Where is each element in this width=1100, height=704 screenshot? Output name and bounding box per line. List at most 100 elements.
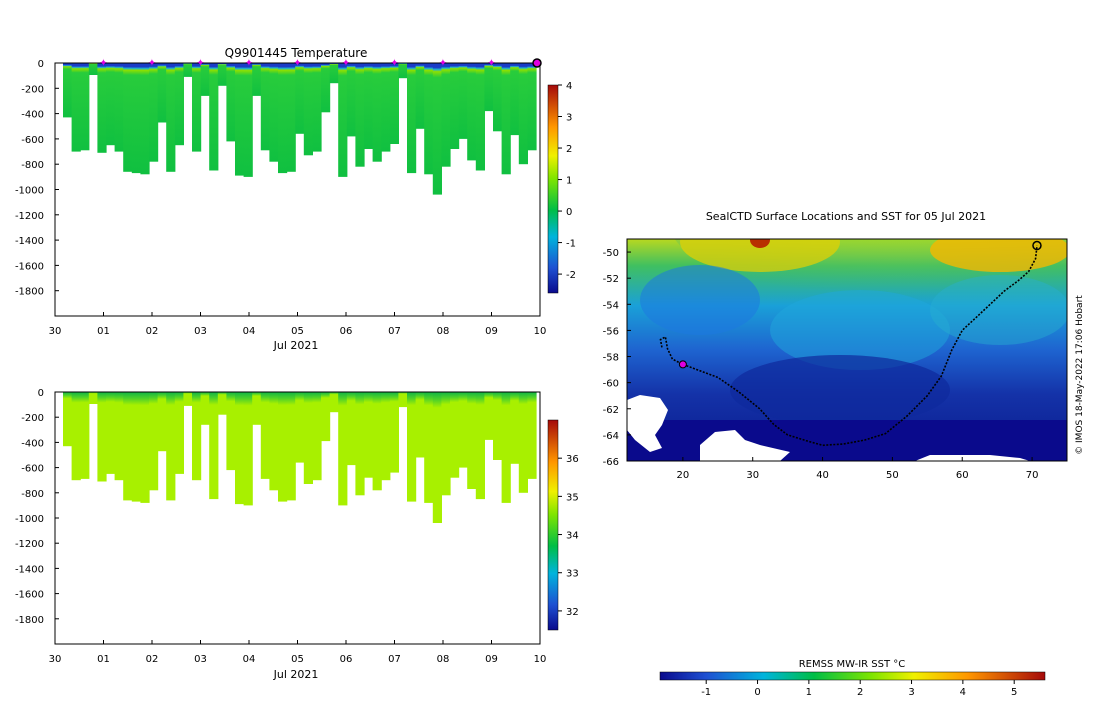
seal-track-line	[659, 245, 1038, 447]
sst-colorbar-tick-label: 5	[1011, 687, 1017, 698]
profile-column	[131, 63, 141, 174]
profile-column	[527, 392, 537, 479]
y-tick-label: 0	[38, 59, 44, 70]
start-position-marker	[678, 360, 687, 369]
profile-column	[415, 63, 425, 129]
y-tick-label: 0	[38, 388, 44, 399]
profile-column	[114, 392, 124, 481]
y-tick-label: -1400	[15, 564, 44, 575]
x-tick-label: 03	[194, 326, 207, 337]
current-position-marker	[532, 58, 542, 68]
profile-column	[312, 392, 322, 481]
x-tick-label: 08	[437, 326, 450, 337]
profile-column	[389, 63, 399, 144]
profile-column	[381, 392, 391, 481]
colorbar-tick-label: 35	[566, 492, 579, 503]
sst-colorbar-tick-label: 4	[960, 687, 966, 698]
x-tick-label: 07	[388, 326, 401, 337]
profile-column	[321, 63, 331, 113]
profile-column	[80, 63, 90, 151]
sst-colorbar-tick-label: 3	[908, 687, 914, 698]
temperature-chart-title: Q9901445 Temperature	[225, 46, 368, 60]
profile-column	[226, 392, 236, 471]
map-x-tick-label: 30	[746, 470, 759, 481]
y-tick-label: -1000	[15, 514, 44, 525]
antarctic-coast-land-3	[915, 455, 1030, 461]
profile-column	[140, 63, 150, 175]
y-tick-label: -1800	[15, 287, 44, 298]
sst-colorbar-tick-label: 0	[754, 687, 760, 698]
profile-column	[303, 63, 313, 156]
temperature-profiles	[63, 63, 537, 195]
map-y-tick-label: -60	[603, 379, 619, 390]
profile-column	[286, 392, 296, 501]
profile-column	[71, 392, 81, 481]
profile-column	[106, 392, 116, 474]
colorbar-tick-label: 33	[566, 569, 579, 580]
y-tick-label: -400	[21, 110, 44, 121]
profile-column	[303, 392, 313, 484]
profile-column	[97, 392, 107, 482]
profile-column	[114, 63, 124, 152]
map-y-tick-label: -66	[603, 457, 619, 468]
map-x-tick-label: 70	[1026, 470, 1039, 481]
x-tick-label: 03	[194, 654, 207, 665]
profile-column	[88, 392, 98, 404]
profile-column	[312, 63, 322, 152]
profile-column	[157, 63, 167, 123]
y-tick-label: -1600	[15, 590, 44, 601]
antarctic-coast-land	[627, 395, 668, 452]
colorbar-tick-label: 36	[566, 454, 579, 465]
profile-marker: ✦	[148, 58, 156, 69]
profile-column	[295, 63, 305, 134]
profile-column	[235, 392, 245, 505]
x-tick-label: 06	[340, 326, 353, 337]
x-tick-label: 04	[243, 326, 256, 337]
map-y-tick-label: -54	[603, 300, 619, 311]
profile-marker: ✦	[439, 58, 447, 69]
profile-column	[278, 392, 288, 502]
profile-column	[269, 63, 279, 162]
profile-column	[364, 63, 374, 149]
profile-column	[217, 392, 227, 415]
profile-column	[183, 392, 193, 406]
profile-marker: ✦	[196, 58, 204, 69]
x-tick-label: 30	[49, 654, 62, 665]
profile-column	[501, 63, 511, 175]
map-axes: 20 30 40 50 60 70 -50 -52 -54 -56 -58 -60 -62 -64 -66	[603, 248, 1039, 481]
profile-column	[398, 63, 408, 79]
profile-column	[475, 63, 485, 171]
profile-column	[192, 392, 202, 481]
profile-column	[106, 63, 116, 146]
profile-column	[131, 392, 141, 502]
profile-column	[226, 63, 236, 142]
temperature-xlabel: Jul 2021	[273, 339, 319, 352]
y-tick-label: -1600	[15, 261, 44, 272]
sst-map: SealCTD Surface Locations and SST for 05…	[603, 210, 1085, 698]
colorbar-tick-label: 3	[566, 113, 572, 124]
profile-column	[338, 63, 348, 177]
colorbar-tick-label: 0	[566, 207, 572, 218]
profile-column	[424, 392, 434, 503]
profile-column	[441, 392, 451, 496]
y-tick-label: -1400	[15, 236, 44, 247]
profile-column	[467, 63, 477, 161]
profile-column	[329, 63, 339, 84]
temperature-colorbar-ticks: -2 -1 0 1 2 3 4	[558, 81, 576, 281]
map-title: SealCTD Surface Locations and SST for 05…	[706, 210, 986, 223]
profile-column	[260, 392, 270, 479]
profile-column	[123, 63, 133, 172]
profile-column	[424, 63, 434, 175]
y-tick-label: -200	[21, 84, 44, 95]
sst-colorbar-tick-label: 2	[857, 687, 863, 698]
colorbar-tick-label: 34	[566, 531, 579, 542]
profile-column	[441, 63, 451, 167]
colorbar-tick-label: 32	[566, 607, 579, 618]
salinity-xlabel: Jul 2021	[273, 668, 319, 681]
sst-colorbar-tick-label: -1	[701, 687, 711, 698]
colorbar-tick-label: 4	[566, 81, 572, 92]
profile-column	[407, 392, 417, 502]
map-frame	[626, 238, 1068, 462]
map-x-tick-label: 40	[816, 470, 829, 481]
temperature-axes: 30 01 02 03 04 05 06 07 08 09 10 0 -200 -400 -600 -800 -…	[15, 58, 546, 337]
